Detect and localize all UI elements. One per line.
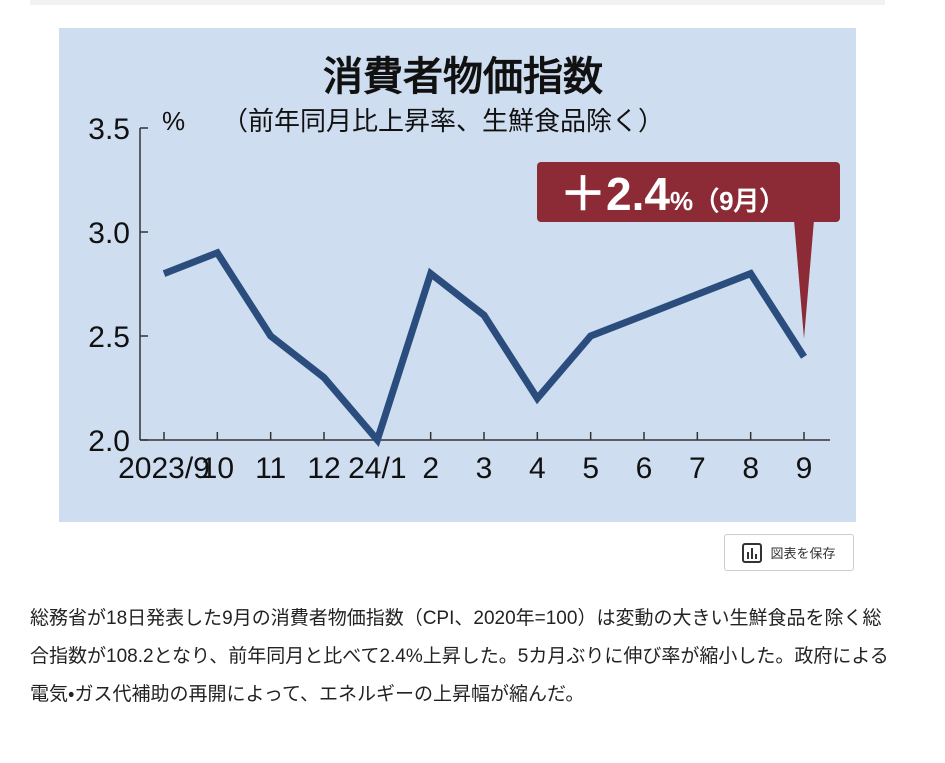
callout-pointer: [794, 220, 814, 339]
y-unit: %: [162, 106, 185, 136]
y-tick-label: 2.5: [88, 321, 130, 354]
x-tick-label: 6: [636, 452, 653, 485]
x-tick-label: 4: [529, 452, 546, 485]
x-tick-label: 24/1: [348, 452, 406, 485]
x-tick-label: 7: [689, 452, 706, 485]
x-tick-label: 2: [422, 452, 439, 485]
callout-text: ＋2.4%（9月）: [560, 168, 786, 220]
x-tick-label: 8: [742, 452, 759, 485]
save-chart-button[interactable]: 図表を保存: [724, 534, 854, 571]
x-tick-label: 5: [582, 452, 599, 485]
x-tick-label: 10: [201, 452, 234, 485]
y-tick-label: 2.0: [88, 425, 130, 458]
chart-title: 消費者物価指数: [323, 55, 603, 99]
chart-icon: [742, 542, 763, 563]
x-tick-label: 2023/9: [118, 452, 210, 485]
data-line: [162, 248, 807, 448]
x-tick-label: 9: [796, 452, 813, 485]
chart-background: [59, 28, 856, 522]
x-tick-label: 11: [255, 452, 286, 485]
x-tick-label: 3: [476, 452, 493, 485]
y-tick-label: 3.5: [88, 113, 130, 146]
chart: 消費者物価指数 % （前年同月比上昇率、生鮮食品除く） 2.0 2.5 3.0 3.5…: [59, 28, 856, 522]
callout-value: ＋2.4: [560, 168, 670, 220]
top-bar: [30, 0, 885, 5]
callout-unit: %（9月）: [670, 186, 786, 216]
callout-box: [537, 162, 840, 222]
chart-subtitle: （前年同月比上昇率、生鮮食品除く）: [222, 106, 664, 136]
y-tick-label: 3.0: [88, 217, 130, 250]
button-label: 図表を保存: [770, 546, 836, 561]
x-tick-label: 12: [307, 452, 340, 485]
article-text: 総務省が18日発表した9月の消費者物価指数（CPI、2020年=100）は変動の…: [30, 608, 889, 705]
